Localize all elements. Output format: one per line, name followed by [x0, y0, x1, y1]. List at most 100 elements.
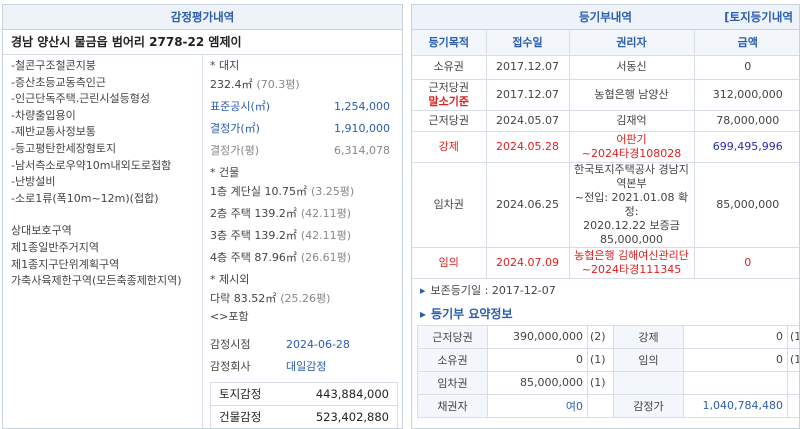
appraisal-totals: 토지감정 443,884,000 건물감정 523,402,880	[210, 382, 398, 428]
summary-title: ▸ 등기부 요약정보	[420, 306, 513, 321]
appraisal-panel-header: 감정평가내역	[3, 5, 402, 30]
building-section-title: * 건물	[210, 166, 240, 179]
pyeong-price-label: 결정가(평)	[210, 144, 260, 157]
zone-item: 제1종일반주거지역	[11, 240, 99, 254]
row-purpose: 근저당권 말소기준	[412, 79, 487, 111]
holder-line: 어판기	[616, 132, 647, 146]
row-amount: 0	[694, 55, 799, 80]
registry-panel: 등기부내역 [토지등기내역 등기목적 접수일 권리자 금액 소유권 2017.12…	[411, 4, 800, 429]
floor-pyeong: (42.11평)	[300, 229, 352, 242]
floor-text: 2층 주택 139.2㎡	[210, 207, 297, 220]
floor-text: 4층 주택 87.96㎡	[210, 251, 297, 264]
row-amount: 312,000,000	[694, 79, 799, 111]
summary-label: 임의	[613, 347, 684, 372]
floor-text: 1층 계단실 10.75㎡	[210, 185, 307, 198]
summary-table: 근저당권390,000,000(2)강제0(1소유권0(1)임의0(1임차권85…	[417, 324, 799, 418]
summary-count	[787, 370, 799, 395]
row-holder: 서동신	[569, 55, 695, 80]
table-row: 근저당권 말소기준 2017.12.07 농협은행 남양산 312,000,000	[412, 79, 799, 111]
holder-line: 농협은행 남양산	[594, 87, 669, 101]
holder-line: ~2024타경111345	[581, 262, 682, 276]
row-holder: 어판기 ~2024타경108028	[569, 131, 695, 163]
summary-value: 390,000,000	[487, 324, 588, 349]
col-date: 접수일	[486, 30, 570, 56]
summary-value: 1,040,784,480	[683, 393, 788, 418]
fixed-price-value: 1,910,000	[334, 122, 390, 135]
row-date: 2024.05.28	[486, 131, 570, 163]
exclusion-section-title: * 제시외	[210, 273, 250, 286]
summary-count	[787, 393, 799, 418]
total-label: 토지감정	[219, 387, 262, 401]
row-amount: 0	[694, 247, 799, 279]
summary-value	[683, 370, 788, 395]
row-purpose: 근저당권	[412, 110, 487, 132]
appraisal-date-value: 2024-06-28	[286, 338, 350, 351]
summary-row: 채권자 여0 감정가 1,040,784,480	[417, 393, 799, 418]
purpose-text: 근저당권	[428, 113, 469, 127]
purpose-text: 임차권	[433, 197, 464, 211]
exclusion-note: <>포함	[210, 310, 249, 323]
summary-label: 임차권	[417, 370, 488, 395]
feature-item: -등고평탄한세장형토지	[11, 141, 117, 155]
land-registry-link[interactable]: [토지등기내역	[724, 10, 793, 24]
row-holder: 김재억	[569, 110, 695, 132]
total-value: 523,402,880	[315, 410, 389, 424]
summary-value: 0	[683, 324, 788, 349]
holder-line: 85,000,000	[600, 232, 663, 246]
summary-label: 강제	[613, 324, 684, 349]
table-row: 임의 2024.07.09 농협은행 김해여신관리단 ~2024타경111345 0	[412, 247, 799, 279]
col-amount: 금액	[694, 30, 799, 56]
row-date: 2024.05.07	[486, 110, 570, 132]
land-section-title: * 대지	[210, 59, 240, 72]
holder-line: 농협은행 김해여신관리단	[574, 248, 689, 262]
row-purpose: 임의	[412, 247, 487, 279]
table-row: 근저당권 2024.05.07 김재억 78,000,000	[412, 110, 799, 132]
floor-pyeong: (42.11평)	[300, 207, 352, 220]
std-price-label: 표준공시(㎡)	[210, 100, 271, 113]
registry-panel-header: 등기부내역 [토지등기내역	[412, 5, 799, 30]
feature-item: -증산초등교동측인근	[11, 75, 107, 89]
row-amount: 78,000,000	[694, 110, 799, 132]
summary-count: (2)	[587, 324, 614, 349]
summary-label: 근저당권	[417, 324, 488, 349]
row-amount: 699,495,996	[694, 131, 799, 163]
std-price-row: 표준공시(㎡) 1,254,000	[210, 96, 402, 118]
zone-item: 상대보호구역	[11, 224, 72, 238]
appraisal-company-value: 대일감정	[286, 360, 327, 373]
col-holder: 권리자	[569, 30, 695, 56]
purpose-text: 임의	[438, 255, 459, 269]
floor-item: 4층 주택 87.96㎡ (26.61평)	[210, 247, 402, 269]
row-date: 2017.12.07	[486, 79, 570, 111]
summary-label: 감정가	[613, 393, 684, 418]
row-holder: 농협은행 남양산	[569, 79, 695, 111]
floor-item: 3층 주택 139.2㎡ (42.11평)	[210, 225, 402, 247]
registry-table: 등기목적 접수일 권리자 금액 소유권 2017.12.07 서동신 0 근저당권 말소기…	[412, 30, 799, 279]
appraisal-detail: * 대지 232.4㎡ (70.3평) 표준공시(㎡) 1,254,000 결정가…	[203, 55, 402, 428]
summary-label	[613, 370, 684, 395]
holder-line: 김재억	[616, 113, 647, 127]
appraisal-company-row: 감정회사 대일감정	[210, 356, 402, 378]
purpose-text: 강제	[438, 139, 459, 153]
land-area: 232.4㎡ (70.3평)	[210, 78, 300, 91]
appraisal-date-label: 감정시점	[210, 338, 251, 351]
property-address: 경남 양산시 물금읍 범어리 2778-22 엠제이	[3, 30, 402, 55]
holder-line: 2020.12.22 보증금	[583, 218, 680, 232]
zone-item: 가축사육제한구역(모든축종제한지역)	[11, 274, 182, 288]
table-row: 임차권 2024.06.25 한국토지주택공사 경남지역본부 ~전입: 2021.01…	[412, 162, 799, 248]
floor-item: 1층 계단실 10.75㎡ (3.25평)	[210, 181, 402, 203]
zone-item: 제1종지구단위계획구역	[11, 257, 120, 271]
total-label: 건물감정	[219, 410, 262, 424]
summary-count: (1)	[587, 370, 614, 395]
property-features: -철콘구조철콘지붕 -증산초등교동측인근 -인근단독주택.근린시설등형성 -차량출입용…	[3, 55, 203, 428]
preserve-date: ▸ 보존등기일 : 2017-12-07	[420, 283, 556, 297]
feature-item: -제반교통사정보통	[11, 125, 96, 139]
table-row: 소유권 2017.12.07 서동신 0	[412, 55, 799, 80]
purpose-text: 근저당권	[428, 80, 469, 94]
row-date: 2024.07.09	[486, 247, 570, 279]
summary-value: 85,000,000	[487, 370, 588, 395]
summary-count: (1	[787, 324, 799, 349]
row-purpose: 소유권	[412, 55, 487, 80]
row-date: 2017.12.07	[486, 55, 570, 80]
